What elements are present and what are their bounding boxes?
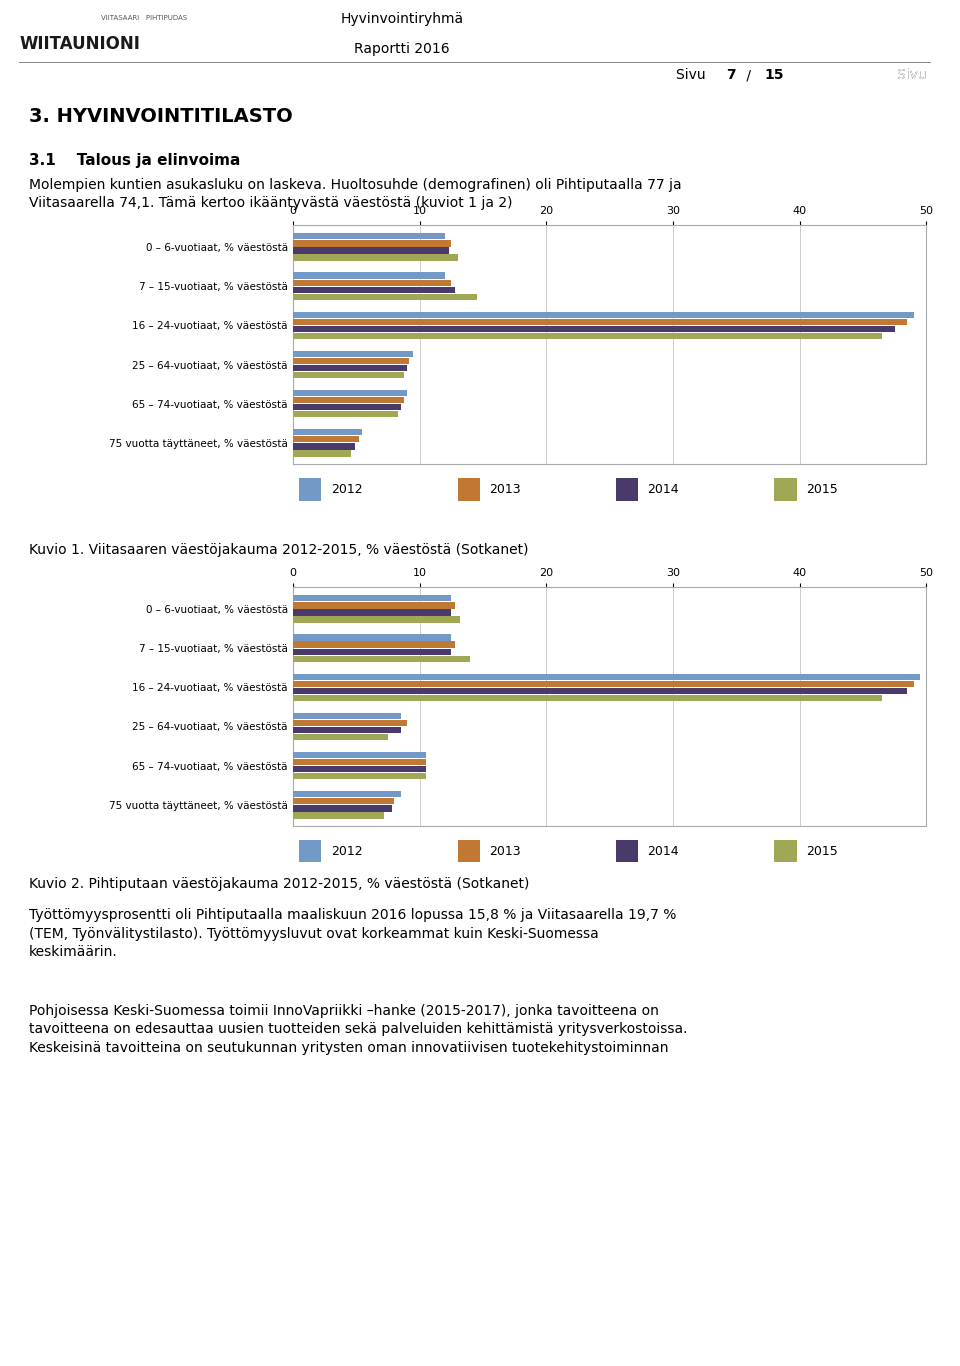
Bar xyxy=(616,840,638,862)
Bar xyxy=(293,602,455,608)
Bar xyxy=(293,596,451,601)
Bar xyxy=(293,759,426,765)
Bar xyxy=(293,318,907,325)
Bar xyxy=(293,791,400,798)
Bar xyxy=(293,358,409,365)
Text: VIITASAARI   PIHTIPUDAS: VIITASAARI PIHTIPUDAS xyxy=(101,15,187,20)
Bar xyxy=(293,798,395,805)
Bar xyxy=(293,616,460,623)
Bar xyxy=(293,272,444,279)
Bar xyxy=(293,766,426,772)
Bar xyxy=(293,673,920,680)
Text: Sivu: Sivu xyxy=(898,68,931,82)
Text: 15: 15 xyxy=(764,68,783,82)
Bar xyxy=(293,720,407,727)
Bar xyxy=(293,240,451,246)
Text: WIITAUNIONI: WIITAUNIONI xyxy=(19,36,140,53)
Bar xyxy=(293,649,451,654)
Bar xyxy=(293,325,895,332)
Bar xyxy=(293,753,426,758)
Bar xyxy=(616,478,638,500)
Text: 2012: 2012 xyxy=(331,482,363,496)
Bar xyxy=(775,478,797,500)
Bar xyxy=(293,254,458,261)
Bar xyxy=(293,411,398,418)
Text: Hyvinvointiryhmä: Hyvinvointiryhmä xyxy=(341,12,464,26)
Bar xyxy=(293,687,907,694)
Bar xyxy=(293,773,426,780)
Bar xyxy=(293,634,451,641)
Bar xyxy=(293,713,400,719)
Text: Pohjoisessa Keski-Suomessa toimii InnoVapriikki –hanke (2015-2017), jonka tavoit: Pohjoisessa Keski-Suomessa toimii InnoVa… xyxy=(29,1004,687,1055)
Bar xyxy=(293,398,404,403)
Bar xyxy=(300,840,322,862)
Text: Raportti 2016: Raportti 2016 xyxy=(354,42,450,56)
Bar xyxy=(293,656,470,661)
Text: Molempien kuntien asukasluku on laskeva. Huoltosuhde (demografinen) oli Pihtiput: Molempien kuntien asukasluku on laskeva.… xyxy=(29,178,682,210)
Bar xyxy=(458,478,480,500)
Text: 2015: 2015 xyxy=(806,844,838,858)
Bar xyxy=(775,840,797,862)
Text: /: / xyxy=(742,68,756,82)
Bar xyxy=(293,813,384,818)
Text: Kuvio 1. Viitasaaren väestöjakauma 2012-2015, % väestöstä (Sotkanet): Kuvio 1. Viitasaaren väestöjakauma 2012-… xyxy=(29,542,528,557)
Text: 3.1    Talous ja elinvoima: 3.1 Talous ja elinvoima xyxy=(29,153,240,168)
Bar xyxy=(293,695,882,701)
Bar xyxy=(293,444,355,449)
Bar xyxy=(293,294,476,299)
Bar xyxy=(293,727,400,734)
Bar xyxy=(293,234,444,239)
Bar xyxy=(293,451,351,456)
Bar xyxy=(293,806,392,811)
Text: 7: 7 xyxy=(726,68,735,82)
Text: Sivu: Sivu xyxy=(676,68,709,82)
Bar xyxy=(293,287,455,292)
Bar xyxy=(293,365,407,372)
Text: 2013: 2013 xyxy=(490,844,521,858)
Text: 2014: 2014 xyxy=(648,844,680,858)
Bar xyxy=(293,680,914,687)
Bar xyxy=(300,478,322,500)
Text: 2013: 2013 xyxy=(490,482,521,496)
Bar xyxy=(293,311,914,318)
Text: Työttömyysprosentti oli Pihtiputaalla maaliskuun 2016 lopussa 15,8 % ja Viitasaa: Työttömyysprosentti oli Pihtiputaalla ma… xyxy=(29,908,676,959)
Bar xyxy=(293,436,359,443)
Bar xyxy=(293,351,413,357)
Text: Kuvio 2. Pihtiputaan väestöjakauma 2012-2015, % väestöstä (Sotkanet): Kuvio 2. Pihtiputaan väestöjakauma 2012-… xyxy=(29,877,529,892)
Bar xyxy=(293,404,400,410)
Text: Sivu: Sivu xyxy=(898,68,931,82)
Text: 2014: 2014 xyxy=(648,482,680,496)
Bar xyxy=(293,247,448,254)
Bar xyxy=(458,840,480,862)
Bar xyxy=(293,429,363,436)
Bar xyxy=(293,734,388,740)
Bar xyxy=(293,609,451,616)
Bar xyxy=(293,642,455,647)
Text: 3. HYVINVOINTITILASTO: 3. HYVINVOINTITILASTO xyxy=(29,107,293,126)
Text: 2012: 2012 xyxy=(331,844,363,858)
Text: 2015: 2015 xyxy=(806,482,838,496)
Bar xyxy=(293,333,882,339)
Bar xyxy=(293,372,404,378)
Bar xyxy=(293,391,407,396)
Bar xyxy=(293,280,451,285)
